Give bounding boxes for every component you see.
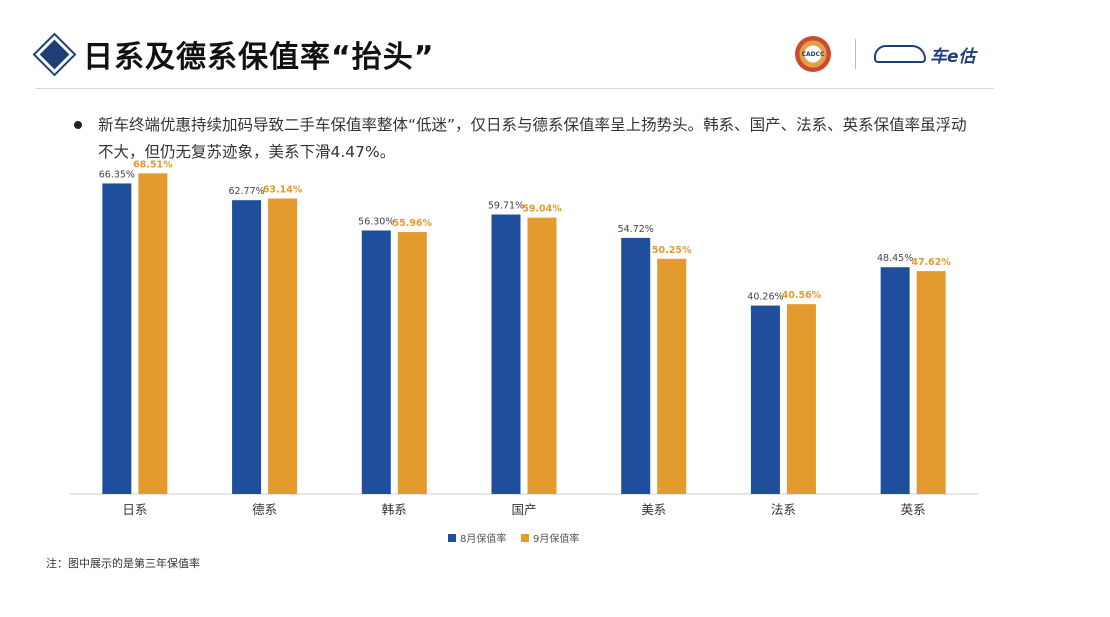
slide-title: 日系及德系保值率“抬头”	[39, 31, 435, 77]
data-label: 54.72%	[618, 224, 654, 235]
data-label: 66.35%	[99, 169, 135, 180]
data-label: 59.04%	[522, 204, 562, 215]
bar-sep	[786, 304, 816, 494]
bar-aug	[361, 230, 391, 494]
data-label: 47.62%	[911, 257, 951, 268]
data-label: 50.25%	[652, 245, 692, 256]
data-label: 63.14%	[263, 184, 303, 195]
seal-text: CADCC	[801, 50, 825, 58]
data-label: 40.56%	[782, 290, 822, 301]
legend-swatch	[521, 534, 529, 542]
logo-divider	[855, 39, 856, 69]
legend-label: 8月保值率	[460, 532, 506, 545]
header-divider	[36, 88, 994, 89]
summary-bullet: 新车终端优惠持续加码导致二手车保值率整体“低迷”，仅日系与德系保值率呈上扬势头。…	[74, 112, 974, 166]
cadcc-seal-logo: CADCC	[795, 36, 831, 72]
summary-text: 新车终端优惠持续加码导致二手车保值率整体“低迷”，仅日系与德系保值率呈上扬势头。…	[98, 116, 967, 161]
bar-aug	[232, 200, 262, 494]
legend-label: 9月保值率	[533, 532, 579, 545]
car-icon	[874, 45, 926, 63]
data-label: 40.26%	[747, 292, 783, 303]
x-tick-label: 韩系	[382, 502, 407, 517]
bar-sep	[916, 271, 946, 494]
page-title: 日系及德系保值率“抬头”	[83, 40, 435, 75]
bar-aug	[491, 214, 521, 494]
bullet-icon	[74, 121, 82, 129]
bar-aug	[621, 237, 651, 494]
data-label: 56.30%	[358, 216, 394, 227]
bar-aug	[750, 305, 780, 494]
data-label: 48.45%	[877, 253, 913, 264]
bar-aug	[102, 183, 132, 495]
bar-sep	[657, 258, 687, 494]
bar-aug	[880, 267, 910, 494]
data-label: 55.96%	[392, 218, 432, 229]
bar-sep	[527, 217, 557, 494]
data-label: 62.77%	[228, 186, 264, 197]
x-tick-label: 国产	[511, 502, 536, 517]
data-label: 68.51%	[133, 159, 173, 170]
bar-sep	[397, 232, 427, 494]
legend-swatch	[448, 534, 456, 542]
bar-sep	[138, 173, 168, 494]
brand-text: 车e估	[930, 46, 976, 67]
x-tick-label: 日系	[122, 502, 147, 517]
x-tick-label: 德系	[252, 502, 277, 517]
x-tick-label: 法系	[771, 502, 796, 517]
logo-area: CADCC 车e估	[795, 36, 976, 72]
x-tick-label: 美系	[641, 502, 666, 517]
brand-logo: 车e估	[874, 42, 976, 67]
data-label: 59.71%	[488, 201, 524, 212]
chart-footnote: 注：图中展示的是第三年保值率	[46, 557, 200, 570]
bar-sep	[268, 198, 298, 494]
x-tick-label: 英系	[901, 502, 926, 517]
